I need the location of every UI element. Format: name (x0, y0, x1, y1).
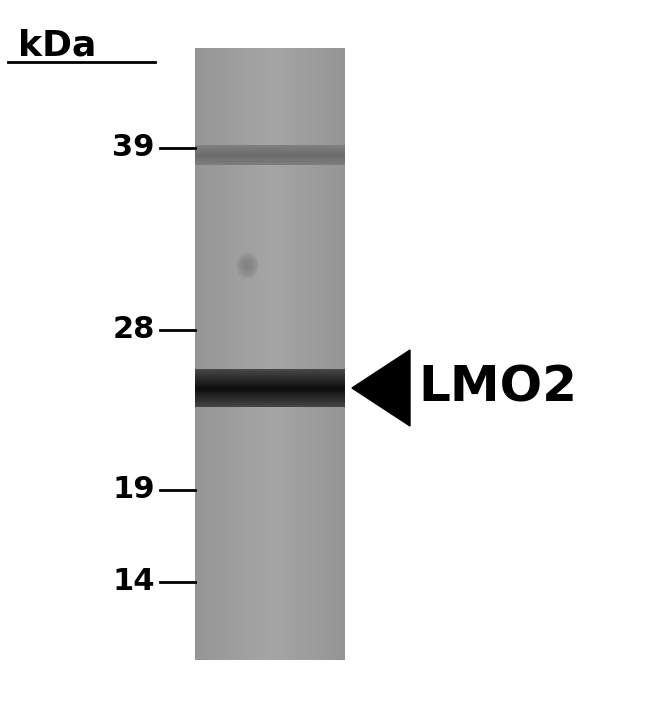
Text: kDa: kDa (18, 28, 96, 62)
Polygon shape (352, 350, 410, 426)
Text: 39: 39 (112, 134, 155, 162)
Text: 28: 28 (112, 315, 155, 345)
Text: 19: 19 (112, 475, 155, 505)
Text: LMO2: LMO2 (418, 364, 577, 412)
Text: 14: 14 (112, 567, 155, 597)
